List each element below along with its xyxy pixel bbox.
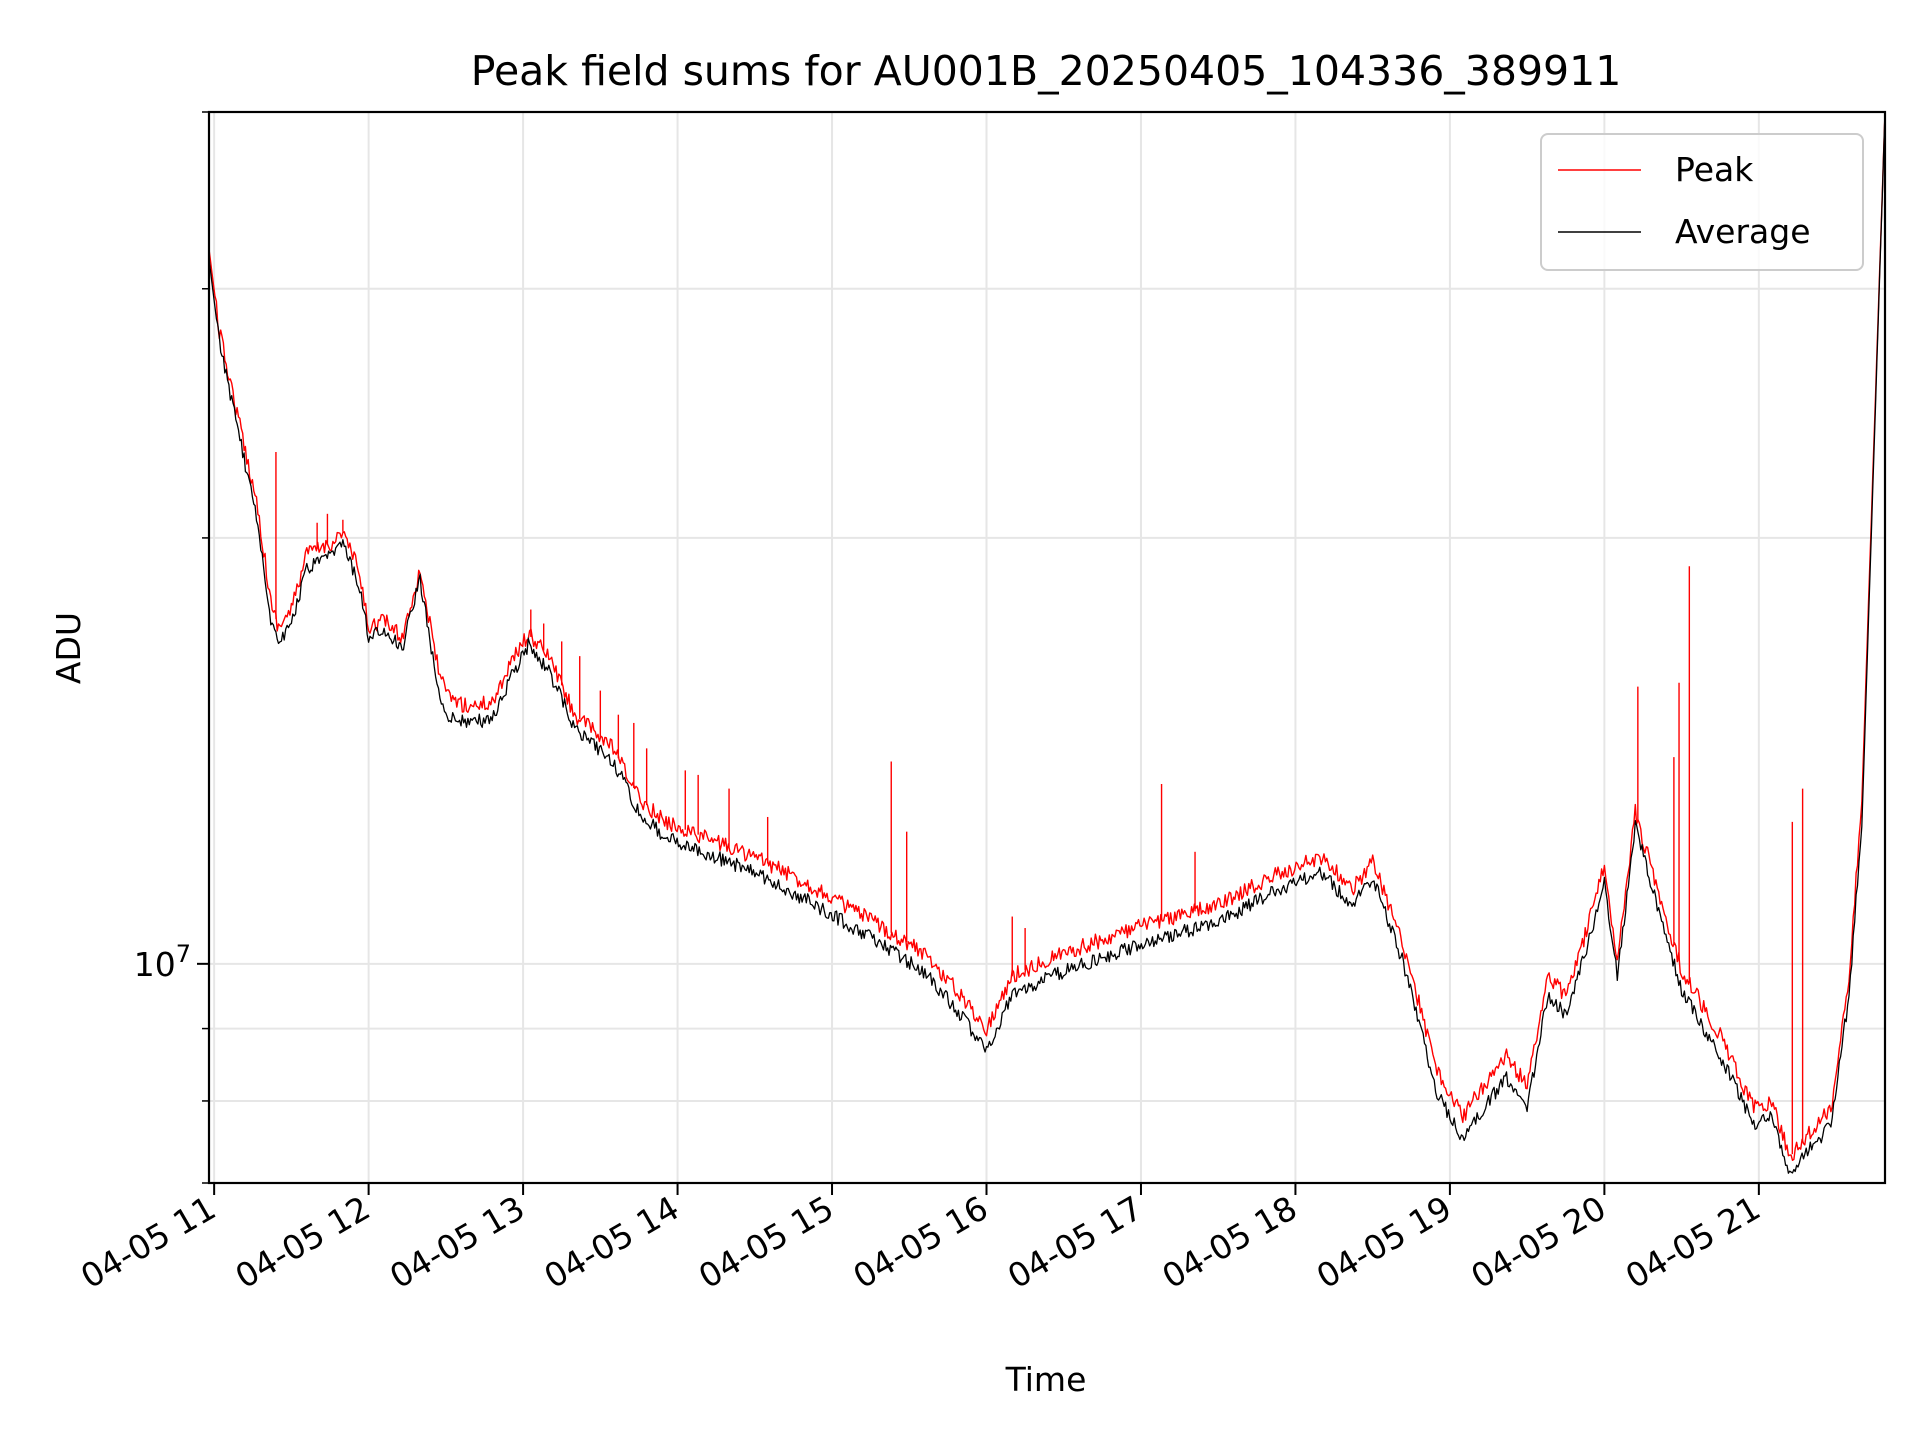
average-series-line [208, 111, 1886, 1174]
legend: Peak Average [1540, 133, 1864, 271]
grid-lines [209, 111, 1885, 1184]
y-tick-labels: 107 [134, 940, 191, 984]
legend-box [1540, 133, 1864, 271]
axis-ticks [197, 111, 1760, 1195]
average-series-layer [208, 111, 1886, 1174]
y-axis-label: ADU [49, 612, 88, 684]
legend-peak-label: Peak [1675, 150, 1754, 189]
plot-area-frame [207, 110, 1887, 1185]
legend-average-label: Average [1675, 212, 1811, 251]
y-tick-label: 107 [134, 940, 191, 984]
chart-title: Peak field sums for AU001B_20250405_1043… [471, 47, 1622, 95]
x-axis-label: Time [1005, 1360, 1087, 1399]
peak-series-line [208, 111, 1886, 1161]
peak-series-layer [208, 111, 1886, 1161]
